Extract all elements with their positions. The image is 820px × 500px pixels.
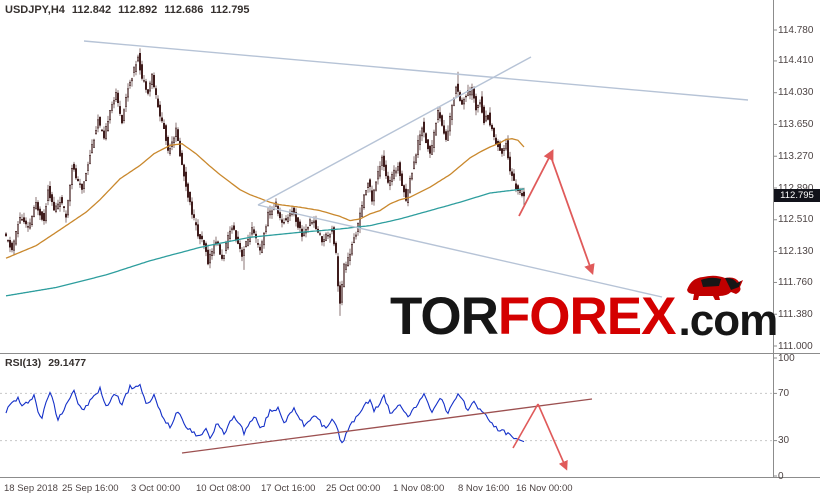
watermark-forex-text: FOREX: [497, 287, 677, 346]
price-axis-tick: 114.030: [778, 87, 814, 99]
quote-low: 112.686: [164, 4, 204, 16]
date-axis-label: 10 Oct 08:00: [196, 483, 251, 494]
date-axis-label: 18 Sep 2018: [4, 483, 58, 494]
date-axis-label: 8 Nov 16:00: [458, 483, 510, 494]
rsi-indicator-label: RSI(13) 29.1477: [5, 357, 86, 369]
rsi-value: 29.1477: [48, 357, 87, 369]
date-axis-label: 17 Oct 16:00: [261, 483, 316, 494]
date-axis-label: 16 Nov 00:00: [516, 483, 573, 494]
rsi-axis-tick: 30: [778, 435, 790, 447]
date-axis-label: 1 Nov 08:00: [393, 483, 445, 494]
quote-high: 112.892: [118, 4, 158, 16]
watermark: TOR FOREX .com: [390, 275, 778, 346]
price-axis[interactable]: 114.780 114.410 114.030 113.650 113.270 112.8…: [775, 0, 820, 482]
date-axis[interactable]: 18 Sep 2018 25 Sep 16:00 3 Oct 00:00 10 Oct…: [0, 480, 820, 500]
price-axis-tick: 113.270: [778, 150, 814, 162]
current-price-badge: 112.795: [774, 189, 820, 203]
price-axis-tick: 112.130: [778, 246, 814, 258]
date-axis-label: 25 Sep 16:00: [62, 483, 119, 494]
watermark-com-text: .com: [679, 275, 778, 343]
rsi-axis-tick: 70: [778, 387, 790, 399]
rsi-axis-tick: 100: [778, 352, 795, 364]
date-axis-label: 25 Oct 00:00: [326, 483, 381, 494]
price-axis-tick: 111.760: [778, 276, 813, 288]
price-axis-tick: 112.510: [778, 214, 814, 226]
date-axis-label: 3 Oct 00:00: [131, 483, 181, 494]
price-axis-tick: 111.000: [778, 340, 813, 352]
watermark-tor-text: TOR: [390, 287, 499, 346]
quote-open: 112.842: [71, 4, 112, 16]
watermark-com-label: .com: [678, 296, 779, 346]
symbol-timeframe-label: USDJPY,H4: [5, 4, 65, 16]
price-axis-tick: 114.410: [778, 55, 814, 67]
price-axis-tick: 111.380: [778, 308, 813, 320]
price-axis-tick: 113.650: [778, 118, 814, 130]
symbol-quote-line: USDJPY,H4 112.842 112.892 112.686 112.79…: [5, 4, 250, 16]
quote-close: 112.795: [210, 4, 250, 16]
rsi-axis-tick: 0: [778, 470, 784, 482]
torforex-bull-logo: [686, 275, 743, 301]
price-axis-tick: 112.890: [778, 182, 814, 194]
rsi-name: RSI(13): [5, 357, 42, 369]
price-axis-tick: 114.780: [778, 24, 814, 36]
